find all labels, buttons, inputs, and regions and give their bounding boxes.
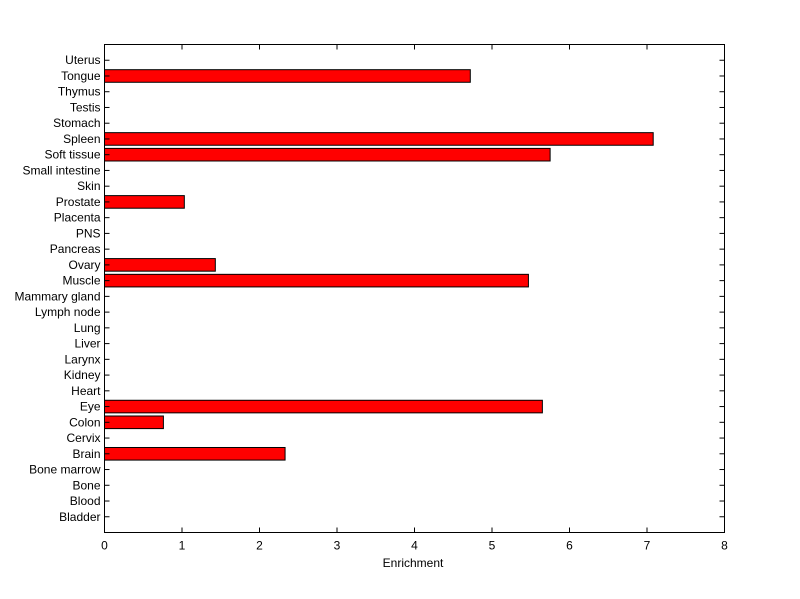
y-tick-label: Stomach: [53, 116, 100, 130]
x-tick-label: 3: [334, 539, 341, 553]
y-tick-label: Cervix: [66, 431, 100, 445]
bar-brain: [104, 446, 286, 461]
y-tick-label: Placenta: [54, 211, 101, 225]
y-tick-label: Ovary: [68, 258, 100, 272]
bars-group: [104, 69, 654, 461]
y-tick-label: Lymph node: [35, 305, 101, 319]
x-tick-label: 4: [411, 539, 418, 553]
y-tick-label: Larynx: [64, 352, 100, 366]
x-tick-label: 1: [179, 539, 186, 553]
y-tick-label: PNS: [76, 226, 101, 240]
bar-muscle: [104, 273, 529, 288]
x-axis: 0 1 2 3 4 5 6 7 8: [101, 44, 728, 553]
bar-ovary: [104, 258, 216, 272]
y-tick-label: Bone marrow: [29, 463, 101, 477]
y-tick-label: Small intestine: [22, 163, 100, 177]
bar-colon: [104, 415, 164, 430]
y-tick-label: Muscle: [62, 274, 100, 288]
x-tick-label: 0: [101, 539, 108, 553]
bar-tongue: [104, 69, 471, 83]
x-tick-label: 6: [566, 539, 573, 553]
y-tick-label: Brain: [72, 447, 100, 461]
bar-eye: [104, 399, 543, 414]
y-tick-label: Soft tissue: [44, 148, 100, 162]
y-tick-label: Prostate: [56, 195, 101, 209]
y-tick-label: Spleen: [63, 132, 100, 146]
y-tick-label: Liver: [74, 337, 100, 351]
x-tick-label: 8: [721, 539, 728, 553]
bar-spleen: [104, 132, 654, 146]
x-tick-label: 5: [489, 539, 496, 553]
x-tick-label: 7: [644, 539, 651, 553]
y-tick-label: Mammary gland: [14, 289, 100, 303]
y-tick-label: Lung: [74, 321, 101, 335]
y-tick-label: Pancreas: [50, 242, 101, 256]
y-tick-label: Tongue: [61, 69, 101, 83]
bar-soft-tissue: [104, 147, 551, 162]
y-tick-label: Blood: [70, 494, 101, 508]
y-tick-label: Kidney: [64, 368, 101, 382]
y-tick-label: Thymus: [58, 85, 101, 99]
y-tick-label: Colon: [69, 415, 100, 429]
bar-prostate: [104, 195, 185, 209]
y-tick-label: Bladder: [59, 510, 100, 524]
y-tick-label: Heart: [71, 384, 101, 398]
y-tick-label: Skin: [77, 179, 100, 193]
y-tick-label: Eye: [80, 400, 101, 414]
y-tick-label: Bone: [72, 478, 100, 492]
x-tick-label: 2: [256, 539, 263, 553]
x-axis-label: Enrichment: [383, 556, 444, 570]
y-tick-label: Testis: [70, 100, 101, 114]
y-tick-label: Uterus: [65, 53, 100, 67]
